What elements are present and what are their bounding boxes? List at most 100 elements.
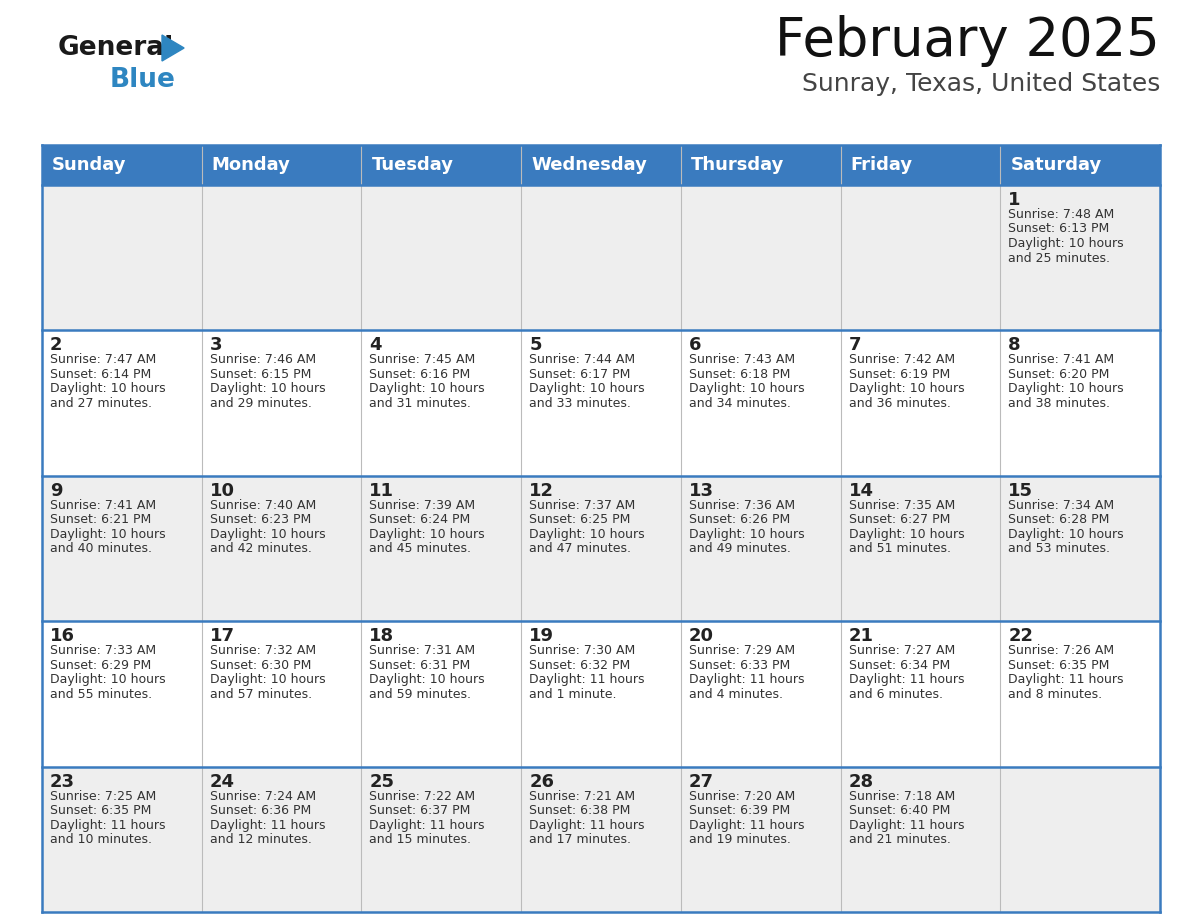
Text: and 29 minutes.: and 29 minutes. (210, 397, 311, 410)
Text: Sunset: 6:26 PM: Sunset: 6:26 PM (689, 513, 790, 526)
Text: Sunset: 6:40 PM: Sunset: 6:40 PM (848, 804, 950, 817)
Text: and 55 minutes.: and 55 minutes. (50, 688, 152, 700)
Text: Sunset: 6:17 PM: Sunset: 6:17 PM (529, 368, 631, 381)
Text: Sunset: 6:28 PM: Sunset: 6:28 PM (1009, 513, 1110, 526)
Text: and 34 minutes.: and 34 minutes. (689, 397, 791, 410)
Text: Sunset: 6:31 PM: Sunset: 6:31 PM (369, 659, 470, 672)
Text: Daylight: 10 hours: Daylight: 10 hours (848, 383, 965, 396)
Text: 13: 13 (689, 482, 714, 499)
Text: Wednesday: Wednesday (531, 156, 647, 174)
Text: 5: 5 (529, 336, 542, 354)
Text: and 25 minutes.: and 25 minutes. (1009, 252, 1111, 264)
Text: 8: 8 (1009, 336, 1020, 354)
Text: Daylight: 11 hours: Daylight: 11 hours (848, 673, 965, 686)
Text: Sunrise: 7:33 AM: Sunrise: 7:33 AM (50, 644, 156, 657)
Text: Daylight: 10 hours: Daylight: 10 hours (1009, 528, 1124, 541)
Text: and 31 minutes.: and 31 minutes. (369, 397, 472, 410)
Text: and 6 minutes.: and 6 minutes. (848, 688, 942, 700)
Text: and 38 minutes.: and 38 minutes. (1009, 397, 1111, 410)
Text: Daylight: 10 hours: Daylight: 10 hours (1009, 383, 1124, 396)
Text: and 4 minutes.: and 4 minutes. (689, 688, 783, 700)
Text: 19: 19 (529, 627, 554, 645)
Text: Daylight: 10 hours: Daylight: 10 hours (848, 528, 965, 541)
Text: Sunray, Texas, United States: Sunray, Texas, United States (802, 72, 1159, 96)
Text: and 15 minutes.: and 15 minutes. (369, 834, 472, 846)
Text: and 51 minutes.: and 51 minutes. (848, 543, 950, 555)
Text: Sunrise: 7:40 AM: Sunrise: 7:40 AM (210, 498, 316, 512)
Bar (42, 185, 1159, 330)
Text: 27: 27 (689, 773, 714, 790)
Text: and 45 minutes.: and 45 minutes. (369, 543, 472, 555)
Text: Daylight: 10 hours: Daylight: 10 hours (369, 673, 485, 686)
Text: Sunrise: 7:22 AM: Sunrise: 7:22 AM (369, 789, 475, 802)
Text: Sunrise: 7:31 AM: Sunrise: 7:31 AM (369, 644, 475, 657)
Text: 18: 18 (369, 627, 394, 645)
Text: and 40 minutes.: and 40 minutes. (50, 543, 152, 555)
Text: 17: 17 (210, 627, 235, 645)
Text: Sunrise: 7:47 AM: Sunrise: 7:47 AM (50, 353, 157, 366)
Text: 14: 14 (848, 482, 873, 499)
Text: Daylight: 11 hours: Daylight: 11 hours (689, 673, 804, 686)
Text: Sunset: 6:13 PM: Sunset: 6:13 PM (1009, 222, 1110, 236)
Text: and 47 minutes.: and 47 minutes. (529, 543, 631, 555)
Text: and 27 minutes.: and 27 minutes. (50, 397, 152, 410)
Text: Sunrise: 7:42 AM: Sunrise: 7:42 AM (848, 353, 955, 366)
Text: Daylight: 10 hours: Daylight: 10 hours (369, 528, 485, 541)
Text: Sunrise: 7:39 AM: Sunrise: 7:39 AM (369, 498, 475, 512)
Text: Sunrise: 7:32 AM: Sunrise: 7:32 AM (210, 644, 316, 657)
Text: Sunset: 6:35 PM: Sunset: 6:35 PM (1009, 659, 1110, 672)
Text: General: General (58, 35, 175, 61)
Text: Daylight: 10 hours: Daylight: 10 hours (369, 383, 485, 396)
Text: Sunset: 6:35 PM: Sunset: 6:35 PM (50, 804, 151, 817)
Text: Sunrise: 7:43 AM: Sunrise: 7:43 AM (689, 353, 795, 366)
Text: 28: 28 (848, 773, 873, 790)
Text: Daylight: 11 hours: Daylight: 11 hours (210, 819, 326, 832)
Text: Monday: Monday (211, 156, 291, 174)
Text: Sunset: 6:19 PM: Sunset: 6:19 PM (848, 368, 950, 381)
Text: and 36 minutes.: and 36 minutes. (848, 397, 950, 410)
Text: Sunset: 6:27 PM: Sunset: 6:27 PM (848, 513, 950, 526)
Text: Daylight: 11 hours: Daylight: 11 hours (529, 673, 645, 686)
Text: 15: 15 (1009, 482, 1034, 499)
Text: Saturday: Saturday (1010, 156, 1101, 174)
Text: 22: 22 (1009, 627, 1034, 645)
Text: Sunrise: 7:41 AM: Sunrise: 7:41 AM (1009, 353, 1114, 366)
Text: 12: 12 (529, 482, 554, 499)
Text: 25: 25 (369, 773, 394, 790)
Text: 4: 4 (369, 336, 381, 354)
Text: Sunday: Sunday (52, 156, 126, 174)
Text: Daylight: 10 hours: Daylight: 10 hours (50, 673, 165, 686)
Text: Sunrise: 7:18 AM: Sunrise: 7:18 AM (848, 789, 955, 802)
Text: Sunrise: 7:36 AM: Sunrise: 7:36 AM (689, 498, 795, 512)
Text: Sunrise: 7:21 AM: Sunrise: 7:21 AM (529, 789, 636, 802)
Text: Daylight: 10 hours: Daylight: 10 hours (529, 383, 645, 396)
Text: Daylight: 10 hours: Daylight: 10 hours (210, 528, 326, 541)
Text: 10: 10 (210, 482, 235, 499)
Text: Daylight: 11 hours: Daylight: 11 hours (529, 819, 645, 832)
Text: Sunset: 6:25 PM: Sunset: 6:25 PM (529, 513, 631, 526)
Text: Daylight: 11 hours: Daylight: 11 hours (689, 819, 804, 832)
Text: Sunset: 6:39 PM: Sunset: 6:39 PM (689, 804, 790, 817)
Text: 1: 1 (1009, 191, 1020, 209)
Text: Sunset: 6:21 PM: Sunset: 6:21 PM (50, 513, 151, 526)
Text: Daylight: 10 hours: Daylight: 10 hours (50, 528, 165, 541)
Text: Daylight: 11 hours: Daylight: 11 hours (50, 819, 165, 832)
Text: and 33 minutes.: and 33 minutes. (529, 397, 631, 410)
Text: Thursday: Thursday (691, 156, 784, 174)
Text: 20: 20 (689, 627, 714, 645)
Text: 11: 11 (369, 482, 394, 499)
Text: Sunset: 6:33 PM: Sunset: 6:33 PM (689, 659, 790, 672)
Text: Sunset: 6:37 PM: Sunset: 6:37 PM (369, 804, 470, 817)
Text: Sunset: 6:36 PM: Sunset: 6:36 PM (210, 804, 311, 817)
Text: Sunrise: 7:35 AM: Sunrise: 7:35 AM (848, 498, 955, 512)
Text: 7: 7 (848, 336, 861, 354)
Text: Sunrise: 7:34 AM: Sunrise: 7:34 AM (1009, 498, 1114, 512)
Text: and 12 minutes.: and 12 minutes. (210, 834, 311, 846)
Text: Daylight: 11 hours: Daylight: 11 hours (848, 819, 965, 832)
Text: 21: 21 (848, 627, 873, 645)
Text: and 17 minutes.: and 17 minutes. (529, 834, 631, 846)
Text: 3: 3 (210, 336, 222, 354)
Text: Friday: Friday (851, 156, 912, 174)
Text: and 10 minutes.: and 10 minutes. (50, 834, 152, 846)
Text: Daylight: 10 hours: Daylight: 10 hours (529, 528, 645, 541)
